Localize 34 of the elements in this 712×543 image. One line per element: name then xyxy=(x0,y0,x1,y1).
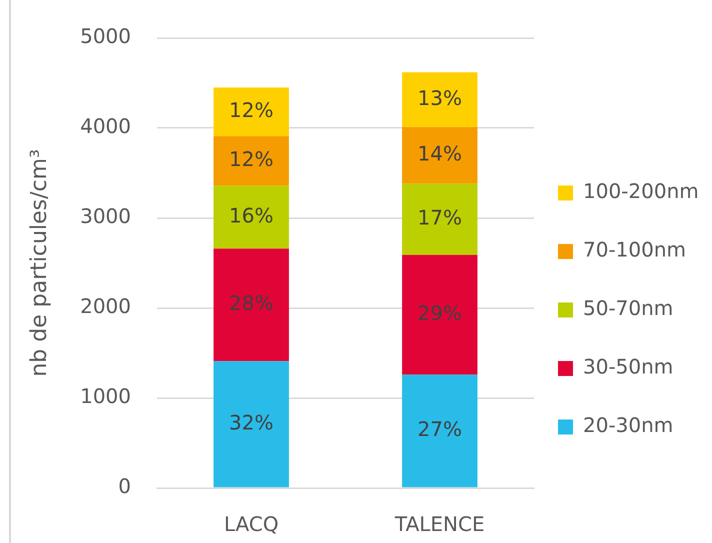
bar xyxy=(214,88,289,136)
annotation: 29% xyxy=(418,300,462,325)
y-tick-label: 2000 xyxy=(80,294,131,318)
legend-label: 50-70nm xyxy=(583,296,674,320)
y-tick-label: 3000 xyxy=(80,204,131,228)
legend-label: 70-100nm xyxy=(583,238,686,262)
bar xyxy=(402,254,478,375)
x-tick-label: LACQ xyxy=(224,512,279,536)
annotation: 12% xyxy=(229,147,274,172)
y-tick-label: 1000 xyxy=(80,384,131,408)
x-tick-label: TALENCE xyxy=(394,512,485,536)
annotation: 13% xyxy=(418,86,462,110)
bar xyxy=(402,374,478,488)
legend-label: 100-200nm xyxy=(583,179,699,204)
y-tick-label: 0 xyxy=(118,474,131,498)
annotation: 14% xyxy=(418,142,462,166)
y-tick-label: 5000 xyxy=(80,24,131,48)
legend-label: 30-50nm xyxy=(583,354,674,379)
bar xyxy=(214,361,289,488)
y-axis-title: nb de particules/cm³ xyxy=(26,149,52,377)
bar xyxy=(214,186,289,249)
bar xyxy=(402,72,478,128)
annotation: 12% xyxy=(229,98,274,122)
annotation: 32% xyxy=(229,410,274,434)
bar xyxy=(402,127,478,184)
bar xyxy=(214,248,289,362)
annotation: 17% xyxy=(418,206,462,230)
y-tick-label: 4000 xyxy=(80,114,131,138)
bar xyxy=(402,184,478,255)
annotation: 16% xyxy=(229,203,274,228)
legend-label: 20-30nm xyxy=(583,413,674,438)
annotation: 27% xyxy=(418,417,462,442)
bar xyxy=(214,136,289,186)
annotation: 28% xyxy=(229,291,274,316)
